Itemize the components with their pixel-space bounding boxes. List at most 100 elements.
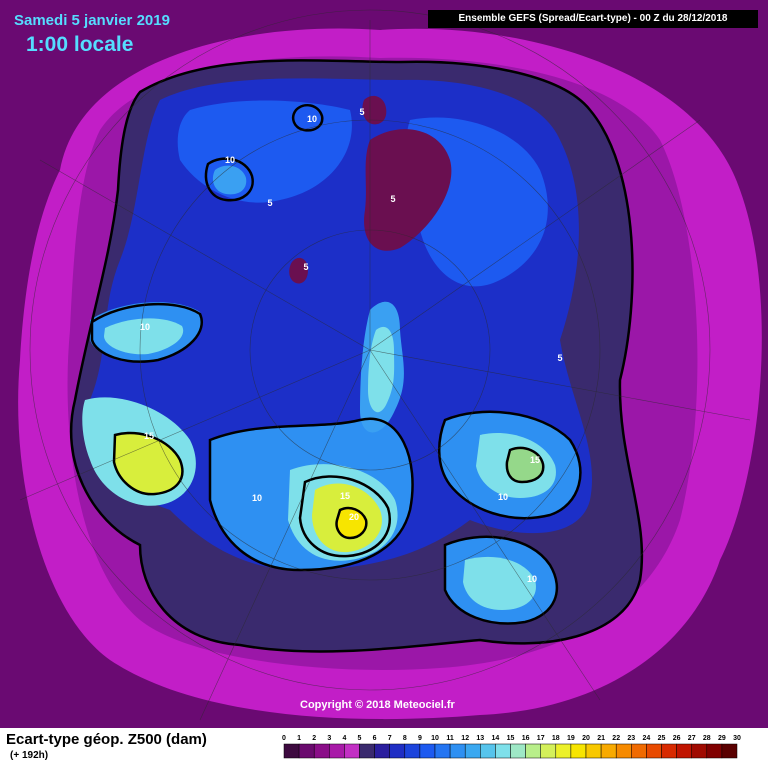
scale-tick-label: 7: [388, 735, 392, 742]
contour-label: 5: [359, 107, 364, 117]
ridge-finger-cyan: [368, 326, 395, 413]
alaska-core: [114, 432, 183, 495]
scale-swatch: [419, 743, 436, 759]
scale-swatch: [313, 743, 330, 759]
scale-tick-label: 10: [431, 735, 439, 742]
scale-tick-label: 23: [627, 735, 635, 742]
cyan-spot-nw: [212, 165, 247, 195]
scale-swatch: [464, 743, 481, 759]
scale-tick-label: 25: [658, 735, 666, 742]
low-spot-north: [362, 95, 387, 125]
contour-10-nw: [204, 157, 254, 202]
copyright: Copyright © 2018 Meteociel.fr: [300, 699, 455, 711]
contour-label: 5: [267, 198, 272, 208]
scale-swatch: [540, 743, 557, 759]
contour-label: 10: [140, 322, 150, 332]
variable-label: Ecart-type géop. Z500 (dam): [6, 731, 207, 748]
scale-tick-label: 20: [582, 735, 590, 742]
contour-label: 5: [390, 194, 395, 204]
scale-tick-label: 3: [327, 735, 331, 742]
scale-swatch: [510, 743, 526, 759]
contour-15-alaska: [112, 431, 184, 496]
scale-swatch: [404, 743, 421, 759]
valid-time: 1:00 locale: [26, 33, 134, 56]
scale-tick-label: 8: [403, 735, 407, 742]
contour-label: 15: [530, 455, 540, 465]
scale-swatch: [480, 743, 496, 759]
scale-swatch: [329, 743, 345, 759]
contour-label: 10: [252, 493, 262, 503]
scale-tick-label: 17: [537, 735, 545, 742]
run-label: Ensemble GEFS (Spread/Ecart-type) - 00 Z…: [428, 10, 758, 28]
scale-tick-label: 14: [492, 735, 500, 742]
graticule: [19, 9, 751, 721]
color-scale: 0 1 2 3 4 5 6 7 8 9 10 11 12 13 14 15 16 17 18 19 20 21 22 23 24…: [282, 735, 741, 759]
scale-swatch: [374, 743, 390, 759]
scale-tick-label: 19: [567, 735, 575, 742]
scale-swatch: [585, 743, 602, 759]
scale-tick-label: 30: [733, 735, 741, 742]
scale-swatch: [555, 743, 572, 759]
scale-tick-label: 5: [358, 735, 362, 742]
scale-tick-label: 6: [373, 735, 377, 742]
contour-10-europe: [208, 417, 414, 572]
siberia-core: [506, 447, 544, 482]
europe-peak: [336, 508, 367, 538]
scale-swatch: [344, 743, 360, 759]
contour-label: 5: [557, 353, 562, 363]
scale-swatch: [298, 743, 315, 759]
scale-tick-label: 18: [552, 735, 560, 742]
china-cyan: [463, 556, 536, 610]
scale-swatch: [600, 743, 617, 759]
contour-label: 5: [303, 262, 308, 272]
scale-tick-label: 13: [476, 735, 484, 742]
scale-swatch: [359, 743, 375, 759]
contour-10-china: [443, 535, 559, 625]
scale-swatch: [570, 743, 587, 759]
scale-tick-label: 26: [673, 735, 681, 742]
scale-tick-label: 22: [612, 735, 620, 742]
contour-15-europe: [298, 475, 391, 558]
scale-swatch: [661, 743, 677, 759]
scale-tick-label: 16: [522, 735, 530, 742]
contour-15-siberia: [505, 446, 545, 484]
scale-swatch: [706, 743, 723, 759]
low-spot-arctic: [289, 257, 308, 284]
lead-time: (+ 192h): [10, 750, 49, 761]
scale-swatch: [646, 743, 662, 759]
scale-swatch: [721, 743, 738, 759]
contour-label: 15: [144, 431, 154, 441]
scale-tick-label: 15: [507, 735, 515, 742]
scale-tick-label: 21: [597, 735, 605, 742]
scale-tick-label: 2: [312, 735, 316, 742]
scale-swatch: [283, 743, 300, 759]
contour-10-pacific: [90, 302, 203, 363]
scale-tick-label: 24: [643, 735, 651, 742]
scale-swatch: [389, 743, 406, 759]
scale-tick-label: 1: [297, 735, 301, 742]
scale-swatch: [676, 743, 692, 759]
scale-tick-label: 29: [718, 735, 726, 742]
scale-swatch: [691, 743, 708, 759]
contour-label: 10: [307, 114, 317, 124]
scale-swatch: [495, 743, 511, 759]
scale-swatch: [449, 743, 466, 759]
scale-swatch: [525, 743, 541, 759]
scale-swatch: [434, 743, 451, 759]
spread-map: 10 5 10 5 5 5 10 5 15 10 15 20 15 10 10: [0, 0, 768, 728]
contour-10-siberia: [438, 410, 582, 520]
contour-label: 10: [527, 574, 537, 584]
scale-tick-label: 12: [461, 735, 469, 742]
scale-tick-label: 11: [446, 735, 454, 742]
contour-label: 10: [498, 492, 508, 502]
contour-label: 15: [340, 491, 350, 501]
greenland-low: [364, 129, 452, 251]
scale-swatch: [631, 743, 647, 759]
contour-10-north: [292, 103, 324, 132]
scale-tick-label: 9: [418, 735, 422, 742]
scale-tick-label: 4: [342, 735, 346, 742]
scale-tick-label: 28: [703, 735, 711, 742]
contour-label: 10: [225, 155, 235, 165]
pacific-cyan: [104, 318, 184, 355]
